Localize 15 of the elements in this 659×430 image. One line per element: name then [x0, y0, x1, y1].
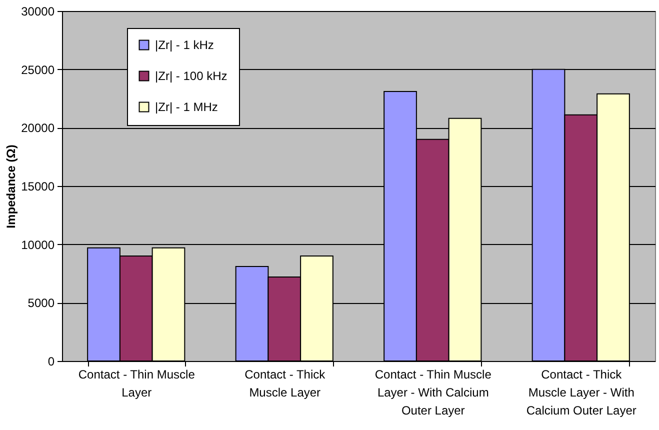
y-tick-label: 30000: [21, 4, 55, 18]
legend-label: |Zr| - 1 kHz: [155, 38, 214, 52]
y-tick-label: 20000: [21, 121, 55, 136]
x-tick-label: Contact - Thick Muscle Layer: [244, 368, 326, 400]
legend-label: |Zr| - 1 MHz: [155, 100, 218, 114]
x-tick-label: Contact - Thin Muscle Layer - With Calcium Outer Layer: [374, 368, 492, 418]
y-tick-label: 10000: [21, 238, 55, 252]
legend-label: |Zr| - 100 kHz: [155, 69, 228, 83]
y-tick-label: 15000: [21, 180, 55, 194]
x-tick-label: Contact - Thin Muscle Layer: [78, 368, 196, 400]
y-axis-title: Impedance (Ω): [4, 144, 18, 228]
y-tick-label: 5000: [28, 296, 55, 310]
y-tick-label: 25000: [21, 62, 55, 77]
x-tick-label: Contact - Thick Muscle Layer - With Calcium Outer Layer: [526, 368, 636, 418]
y-tick-label: 0: [48, 354, 55, 368]
